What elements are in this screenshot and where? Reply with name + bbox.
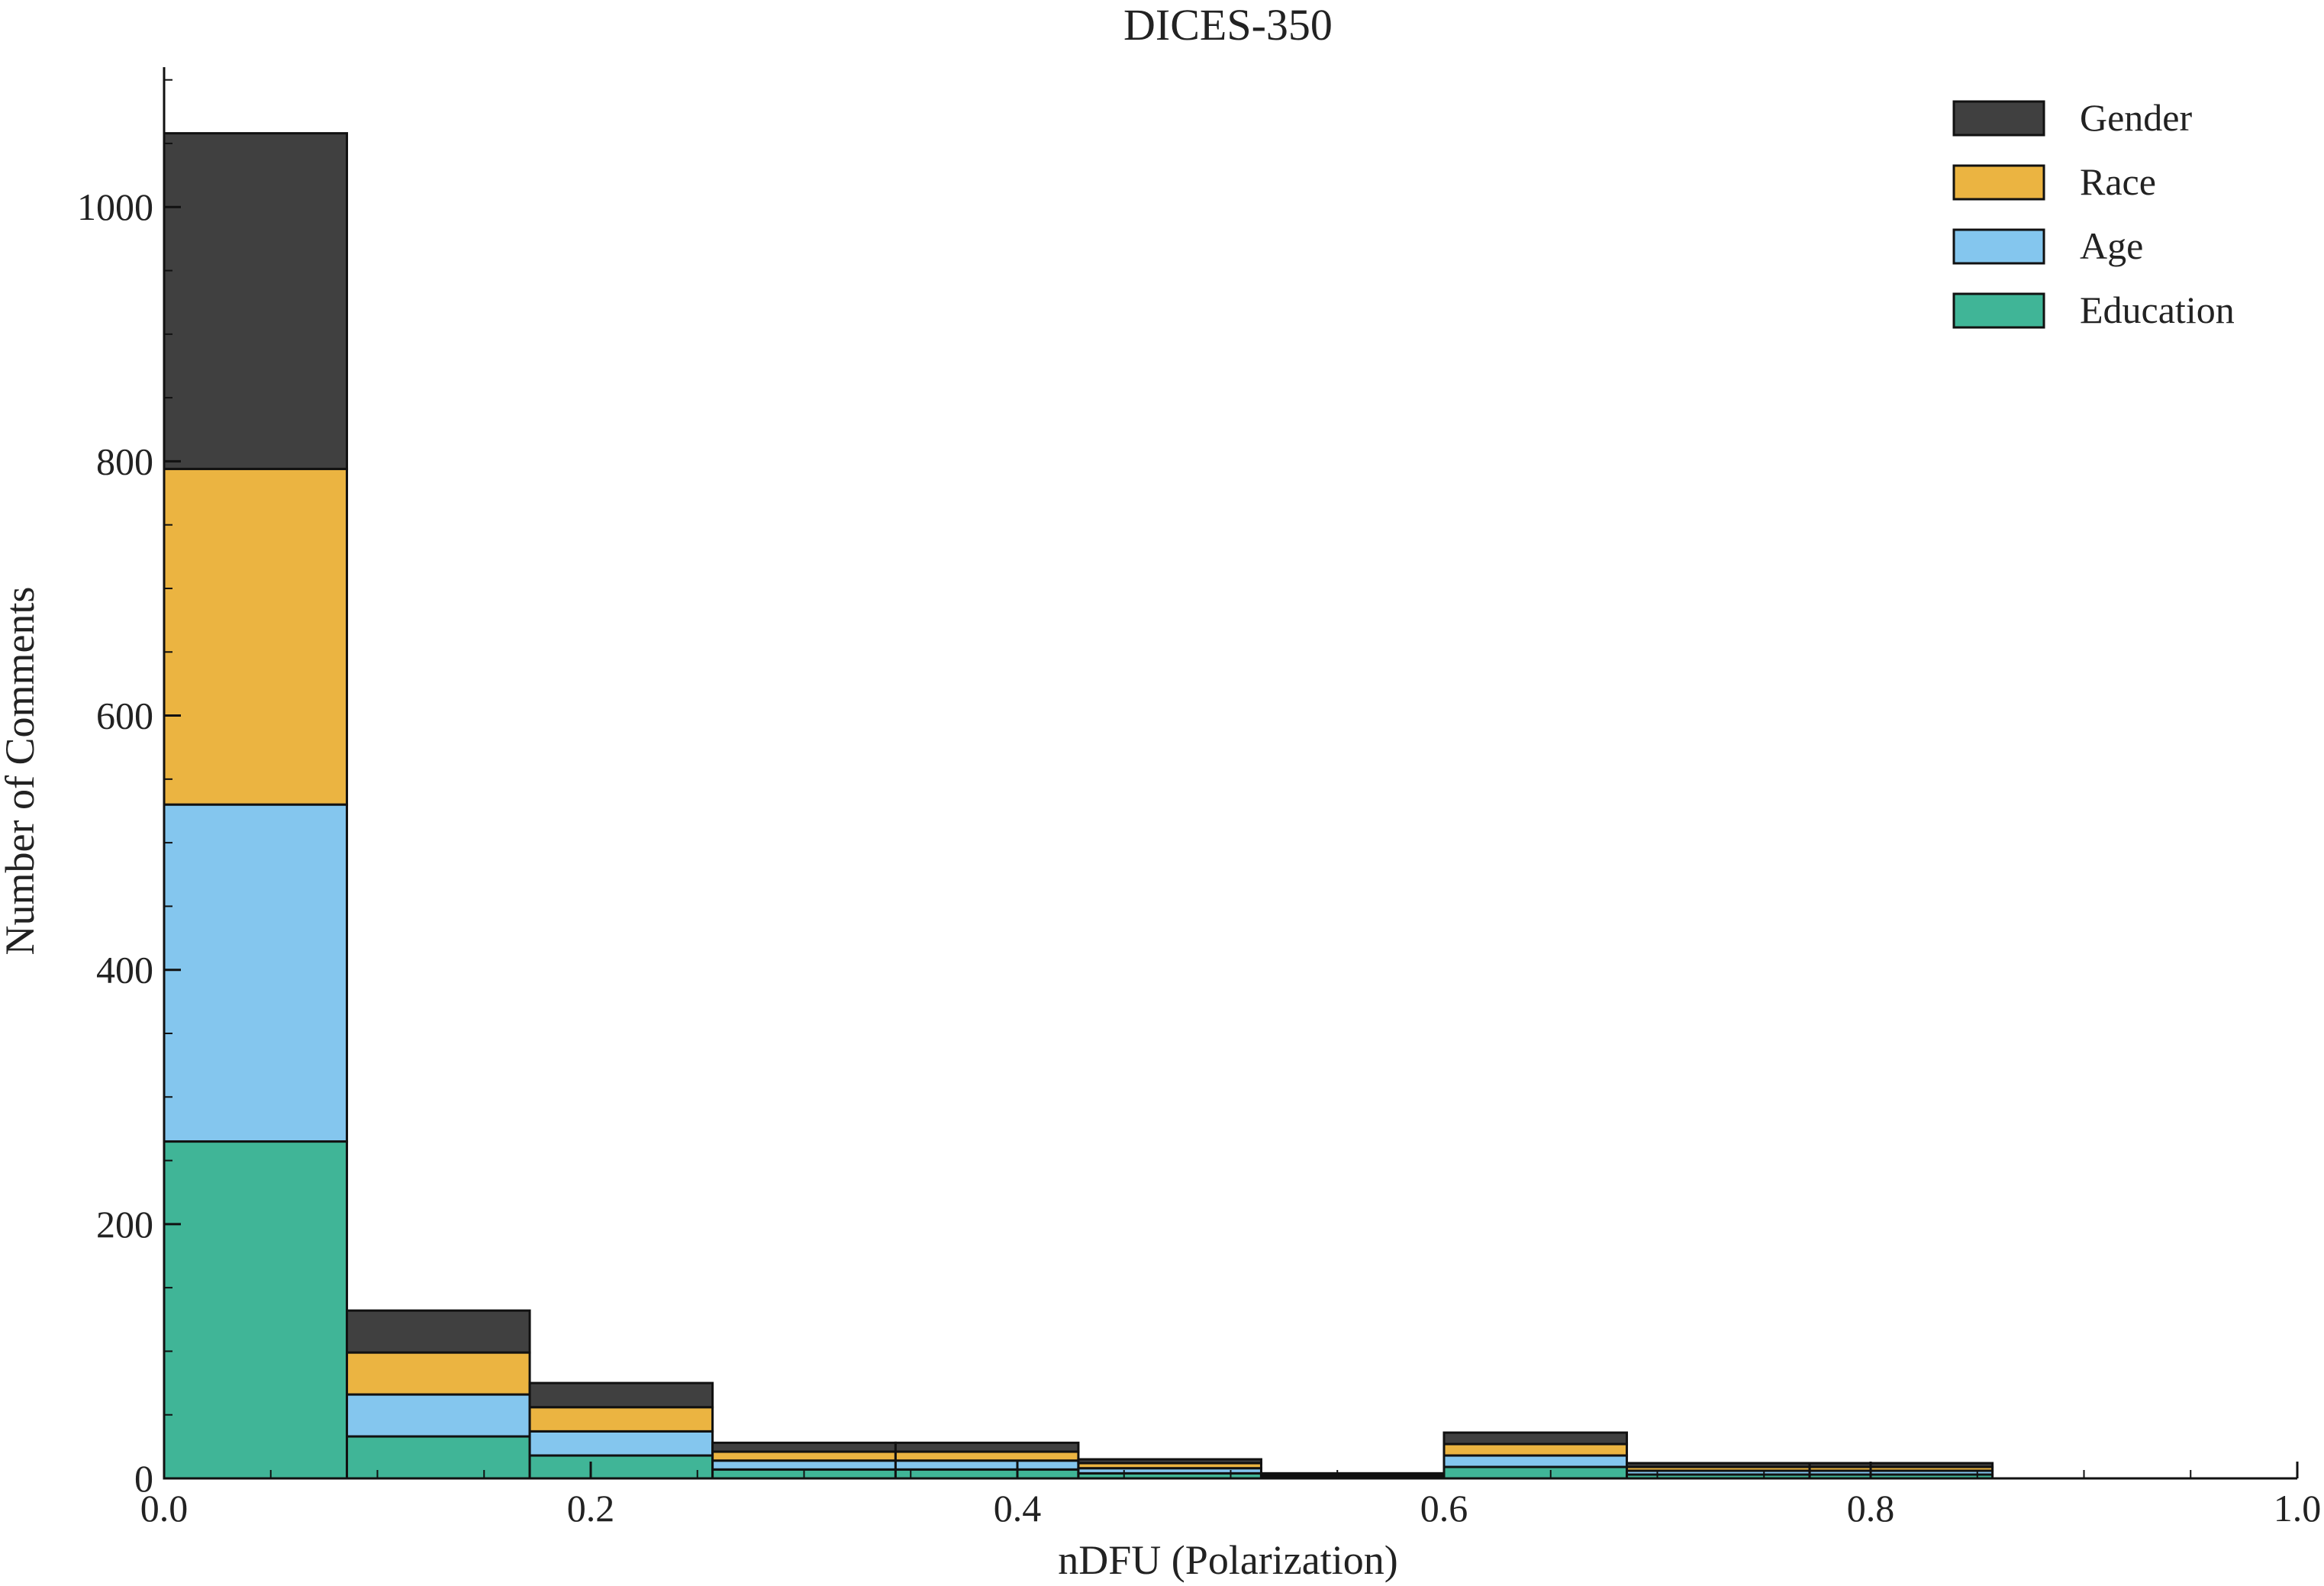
bar-gender-6: [1259, 1472, 1446, 1476]
legend-label-age: Age: [2080, 224, 2143, 267]
x-tick-label-0: 0.0: [140, 1487, 189, 1530]
bar-education-7: [1442, 1465, 1629, 1480]
legend: Gender Race Age Education: [1952, 96, 2235, 331]
x-tick-label-1: 0.2: [567, 1487, 615, 1530]
x-axis-label: nDFU (Polarization): [1058, 1537, 1397, 1583]
bar-age-1: [346, 1393, 531, 1438]
legend-swatch-race: [1952, 164, 2045, 201]
bar-gender-4: [894, 1441, 1080, 1453]
y-tick-label-0: 0: [134, 1457, 153, 1500]
bar-race-3: [711, 1450, 897, 1462]
x-tick-label-3: 0.6: [1420, 1487, 1468, 1530]
bar-gender-0: [163, 132, 349, 470]
bar-gender-7: [1442, 1431, 1629, 1446]
bar-age-7: [1442, 1454, 1629, 1468]
bar-gender-8: [1626, 1462, 1811, 1468]
legend-swatch-gender: [1952, 100, 2045, 137]
legend-swatch-age: [1952, 228, 2045, 265]
bar-gender-9: [1808, 1462, 1994, 1468]
bar-gender-2: [528, 1381, 714, 1409]
bar-education-0: [163, 1140, 349, 1480]
bar-age-3: [711, 1459, 897, 1471]
bars: [163, 132, 1994, 1480]
y-tick-label-4: 800: [96, 440, 153, 482]
bar-age-0: [163, 803, 349, 1143]
bar-gender-5: [1077, 1458, 1262, 1465]
bar-race-2: [528, 1406, 714, 1433]
legend-label-education: Education: [2080, 289, 2235, 331]
bar-race-4: [894, 1450, 1080, 1462]
chart-title: DICES-350: [1123, 0, 1333, 50]
bar-education-4: [894, 1468, 1080, 1480]
bar-age-2: [528, 1430, 714, 1457]
legend-label-gender: Gender: [2080, 96, 2192, 139]
y-tick-label-5: 1000: [77, 185, 153, 228]
x-tick-label-4: 0.8: [1847, 1487, 1895, 1530]
bar-race-7: [1442, 1443, 1629, 1457]
bar-education-1: [346, 1435, 531, 1480]
y-tick-label-2: 400: [96, 949, 153, 991]
bar-gender-3: [711, 1441, 897, 1453]
bar-gender-1: [346, 1309, 531, 1354]
bar-age-4: [894, 1459, 1080, 1471]
bar-education-2: [528, 1454, 714, 1480]
bar-race-0: [163, 467, 349, 806]
bar-race-1: [346, 1351, 531, 1396]
y-axis-label: Number of Comments: [0, 587, 43, 956]
axes: 0.0 0.2 0.4 0.6 0.8 1.0 0 200 400 600 800 1000: [77, 67, 2321, 1530]
y-tick-label-3: 600: [96, 695, 153, 737]
legend-label-race: Race: [2080, 160, 2156, 203]
x-tick-label-2: 0.4: [994, 1487, 1042, 1530]
y-tick-label-1: 200: [96, 1203, 153, 1246]
x-tick-label-5: 1.0: [2274, 1487, 2322, 1530]
legend-swatch-education: [1952, 292, 2045, 329]
